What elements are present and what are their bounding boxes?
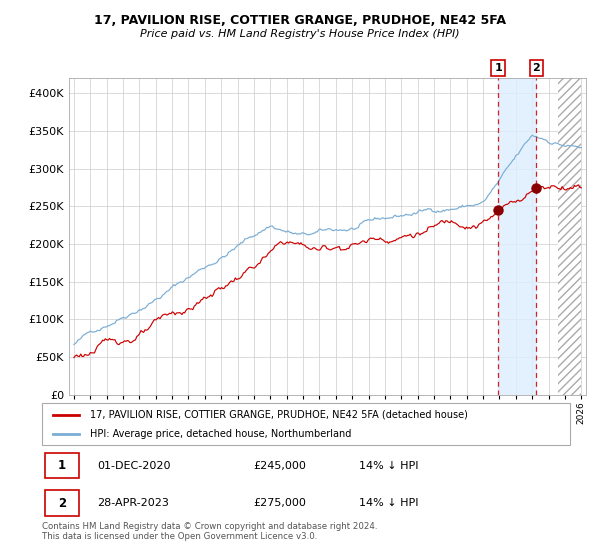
Text: 28-APR-2023: 28-APR-2023 [97, 498, 169, 508]
Text: 14% ↓ HPI: 14% ↓ HPI [359, 498, 418, 508]
Text: 01-DEC-2020: 01-DEC-2020 [97, 460, 171, 470]
Text: £275,000: £275,000 [253, 498, 306, 508]
Text: £245,000: £245,000 [253, 460, 306, 470]
Text: 17, PAVILION RISE, COTTIER GRANGE, PRUDHOE, NE42 5FA: 17, PAVILION RISE, COTTIER GRANGE, PRUDH… [94, 14, 506, 27]
Bar [498, 78, 536, 395]
Text: 14% ↓ HPI: 14% ↓ HPI [359, 460, 418, 470]
Text: 1: 1 [58, 459, 66, 472]
Text: 2: 2 [58, 497, 66, 510]
Text: 1: 1 [494, 63, 502, 73]
Bar [44, 453, 79, 478]
Bar [44, 491, 79, 516]
Text: HPI: Average price, detached house, Northumberland: HPI: Average price, detached house, Nort… [89, 429, 351, 439]
Text: 2: 2 [532, 63, 540, 73]
Text: 17, PAVILION RISE, COTTIER GRANGE, PRUDHOE, NE42 5FA (detached house): 17, PAVILION RISE, COTTIER GRANGE, PRUDH… [89, 409, 467, 419]
Text: Contains HM Land Registry data © Crown copyright and database right 2024.
This d: Contains HM Land Registry data © Crown c… [42, 522, 377, 542]
Text: Price paid vs. HM Land Registry's House Price Index (HPI): Price paid vs. HM Land Registry's House … [140, 29, 460, 39]
